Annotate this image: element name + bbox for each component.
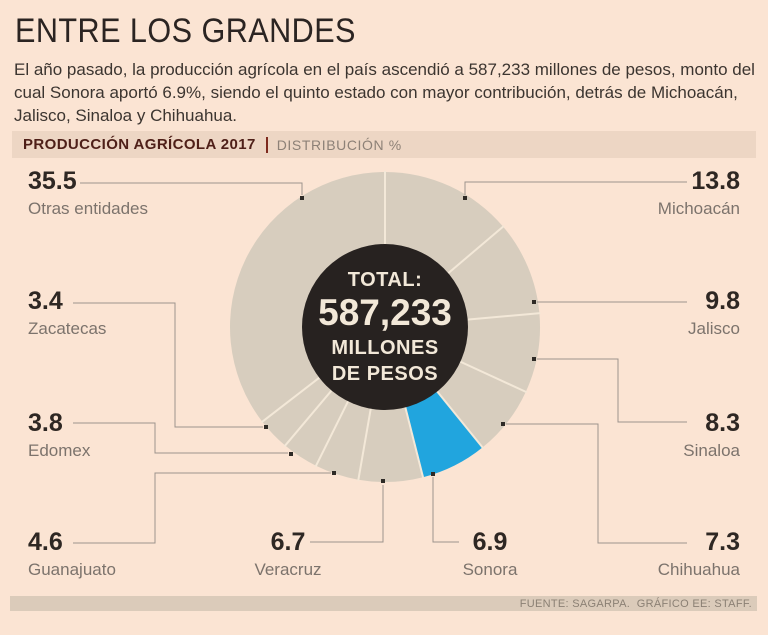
chart-hole <box>302 244 468 410</box>
callout-name-zacatecas: Zacatecas <box>28 319 107 338</box>
callout-sinaloa: 8.3 Sinaloa <box>598 410 740 462</box>
leader-line-edomex <box>73 422 288 454</box>
callout-value-zacatecas: 3.4 <box>28 287 63 315</box>
leader-line-michoacan <box>464 181 687 195</box>
callout-name-sinaloa: Sinaloa <box>683 441 740 460</box>
callout-name-jalisco: Jalisco <box>688 319 740 338</box>
leader-dot-sonora <box>431 472 435 476</box>
callout-otras-entidades: 35.5 Otras entidades <box>28 168 188 220</box>
callout-value-sonora: 6.9 <box>472 528 508 556</box>
callout-jalisco: 9.8 Jalisco <box>598 288 740 340</box>
callout-value-jalisco: 9.8 <box>705 287 740 315</box>
source-text: FUENTE: SAGARPA. GRÁFICO EE: STAFF. <box>519 597 752 610</box>
kicker-divider <box>265 136 268 153</box>
callout-name-michoacan: Michoacán <box>657 199 740 218</box>
leader-dot-edomex <box>289 452 293 456</box>
kicker-bar: PRODUCCIÓN AGRÍCOLA 2017 DISTRIBUCIÓN % <box>12 131 756 158</box>
callout-value-guanajuato: 4.6 <box>28 528 63 556</box>
page-title: ENTRE LOS GRANDES <box>15 12 356 50</box>
callout-zacatecas: 3.4 Zacatecas <box>28 288 188 340</box>
callout-sonora: 6.9 Sonora <box>430 529 550 581</box>
kicker-label: PRODUCCIÓN AGRÍCOLA 2017 <box>23 136 256 153</box>
callout-name-edomex: Edomex <box>28 441 91 460</box>
callout-edomex: 3.8 Edomex <box>28 410 188 462</box>
leader-line-otras-entidades <box>80 182 303 195</box>
leader-line-zacatecas <box>73 302 263 428</box>
leader-dot-chihuahua <box>501 422 505 426</box>
leader-line-sinaloa <box>537 358 687 423</box>
leader-dot-michoacan <box>463 196 467 200</box>
pie-slice-otras-entidades <box>229 171 385 422</box>
callout-name-otras-entidades: Otras entidades <box>28 199 149 218</box>
callout-michoacan: 13.8 Michoacán <box>598 168 740 220</box>
leader-dot-sinaloa <box>532 357 536 361</box>
leader-line-sonora <box>432 477 459 543</box>
leader-line-chihuahua <box>506 423 687 544</box>
kicker-sublabel: DISTRIBUCIÓN % <box>276 136 402 153</box>
callout-value-veracruz: 6.7 <box>270 528 306 556</box>
source-bar: FUENTE: SAGARPA. GRÁFICO EE: STAFF. <box>10 596 757 611</box>
leader-dot-otras-entidades <box>300 196 304 200</box>
leader-dot-veracruz <box>381 479 385 483</box>
callout-veracruz: 6.7 Veracruz <box>228 529 348 581</box>
callout-name-chihuahua: Chihuahua <box>657 560 740 579</box>
intro-text: El año pasado, la producción agrícola en… <box>14 60 755 125</box>
callout-chihuahua: 7.3 Chihuahua <box>598 529 740 581</box>
callout-value-michoacan: 13.8 <box>691 167 740 195</box>
callout-value-sinaloa: 8.3 <box>705 409 740 437</box>
leader-dot-jalisco <box>532 300 536 304</box>
callout-value-chihuahua: 7.3 <box>705 528 740 556</box>
callout-name-veracruz: Veracruz <box>254 560 322 579</box>
callout-name-sonora: Sonora <box>462 560 518 579</box>
leader-line-guanajuato <box>73 472 331 544</box>
callout-name-guanajuato: Guanajuato <box>28 560 116 579</box>
callout-value-otras-entidades: 35.5 <box>28 167 77 195</box>
leader-line-veracruz <box>310 485 384 543</box>
callout-value-edomex: 3.8 <box>28 409 63 437</box>
leader-dot-guanajuato <box>332 471 336 475</box>
callout-guanajuato: 4.6 Guanajuato <box>28 529 188 581</box>
leader-dot-zacatecas <box>264 425 268 429</box>
